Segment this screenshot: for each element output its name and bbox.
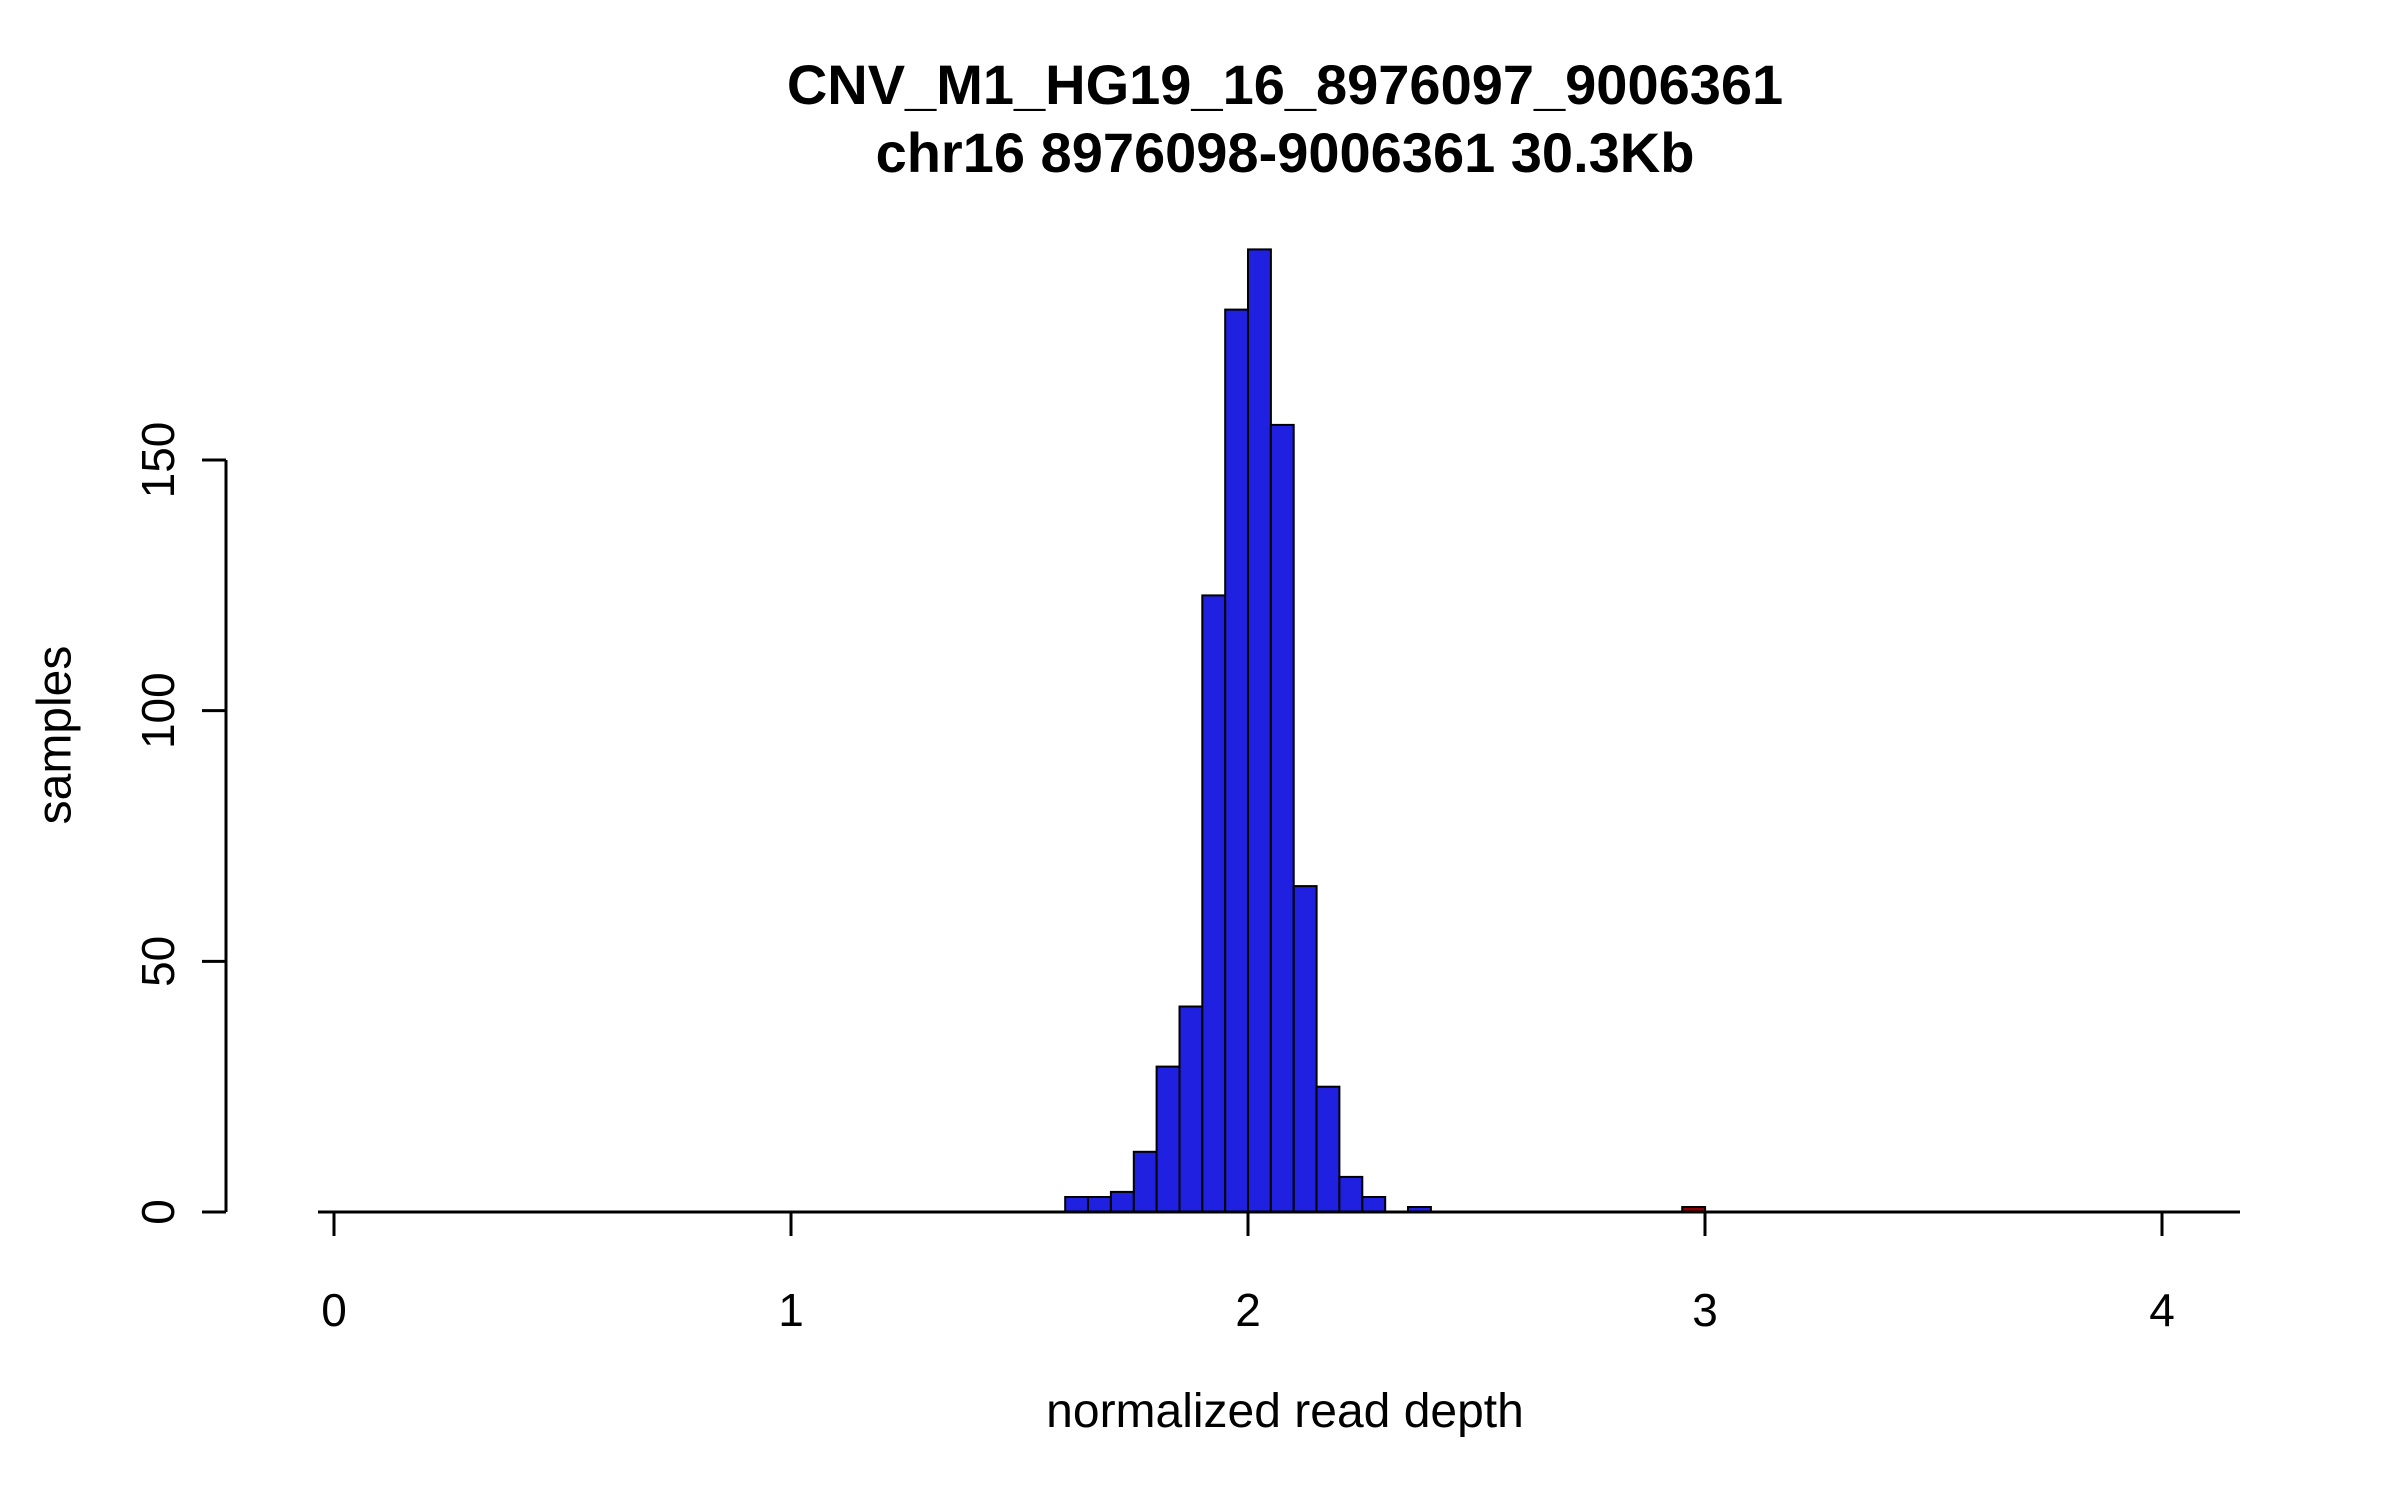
y-tick-label: 0 <box>132 1199 184 1225</box>
x-tick-label: 2 <box>1235 1284 1261 1336</box>
histogram-bar <box>1247 248 1272 1213</box>
x-tick-label: 3 <box>1692 1284 1718 1336</box>
histogram-bar <box>1292 885 1318 1213</box>
y-tick-label: 100 <box>132 672 184 749</box>
histogram-bar <box>1132 1150 1158 1214</box>
chart-title: CNV_M1_HG19_16_8976097_9006361 <box>786 53 1784 116</box>
chart-subtitle: chr16 8976098-9006361 30.3Kb <box>875 121 1695 184</box>
histogram-bar <box>1155 1065 1181 1213</box>
histogram-bar <box>1338 1175 1364 1214</box>
x-axis-label: normalized read depth <box>1046 1385 1524 1438</box>
histogram-bar <box>1087 1196 1112 1213</box>
x-tick-label: 1 <box>778 1284 804 1336</box>
histogram-bar <box>1361 1196 1387 1213</box>
y-tick-label: 50 <box>132 936 184 987</box>
histogram-bar <box>1315 1085 1341 1213</box>
y-tick-label: 150 <box>132 422 184 499</box>
histogram-bar <box>1224 308 1250 1214</box>
histogram-bar <box>1109 1190 1135 1214</box>
histogram-bar <box>1201 594 1227 1213</box>
x-tick-label: 4 <box>2149 1284 2175 1336</box>
histogram-bar <box>1178 1005 1204 1213</box>
histogram-bar <box>1064 1196 1090 1213</box>
x-tick-label: 0 <box>321 1284 347 1336</box>
histogram-bar <box>1269 423 1295 1213</box>
